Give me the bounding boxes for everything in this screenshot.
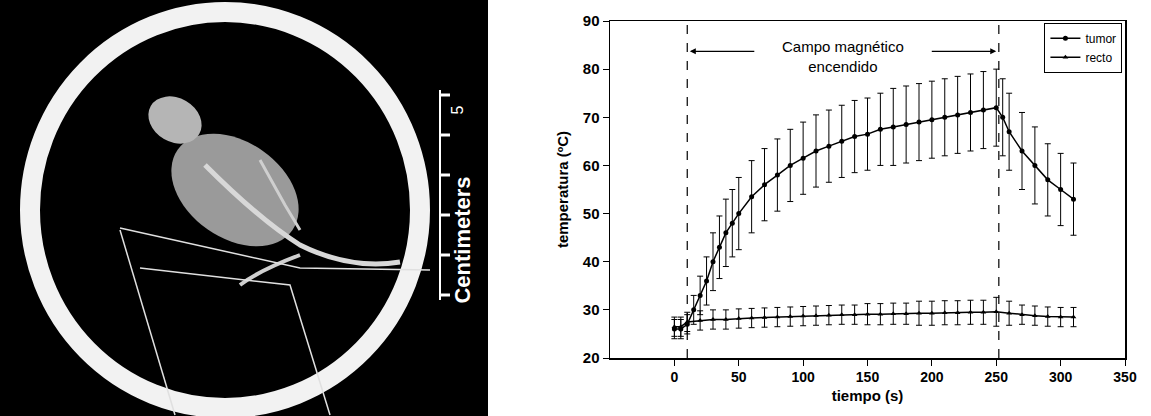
svg-text:40: 40 xyxy=(583,253,600,270)
svg-text:300: 300 xyxy=(1049,369,1073,385)
svg-text:50: 50 xyxy=(731,369,747,385)
svg-text:0: 0 xyxy=(670,369,678,385)
svg-text:350: 350 xyxy=(1113,369,1137,385)
svg-text:tiempo (s): tiempo (s) xyxy=(832,387,904,404)
svg-text:Centimeters: Centimeters xyxy=(450,176,475,303)
svg-text:250: 250 xyxy=(985,369,1009,385)
svg-text:200: 200 xyxy=(920,369,944,385)
svg-text:150: 150 xyxy=(856,369,880,385)
svg-text:90: 90 xyxy=(583,12,600,29)
svg-text:70: 70 xyxy=(583,109,600,126)
svg-text:80: 80 xyxy=(583,60,600,77)
svg-text:recto: recto xyxy=(1085,51,1112,65)
svg-text:temperatura (ºC): temperatura (ºC) xyxy=(554,131,571,248)
svg-text:tumor: tumor xyxy=(1085,32,1116,46)
svg-text:20: 20 xyxy=(583,349,600,366)
svg-text:Campo magnéticoencendido: Campo magnéticoencendido xyxy=(782,38,904,75)
svg-text:5: 5 xyxy=(449,105,466,114)
svg-text:100: 100 xyxy=(791,369,815,385)
svg-text:50: 50 xyxy=(583,205,600,222)
svg-text:30: 30 xyxy=(583,301,600,318)
svg-text:60: 60 xyxy=(583,157,600,174)
